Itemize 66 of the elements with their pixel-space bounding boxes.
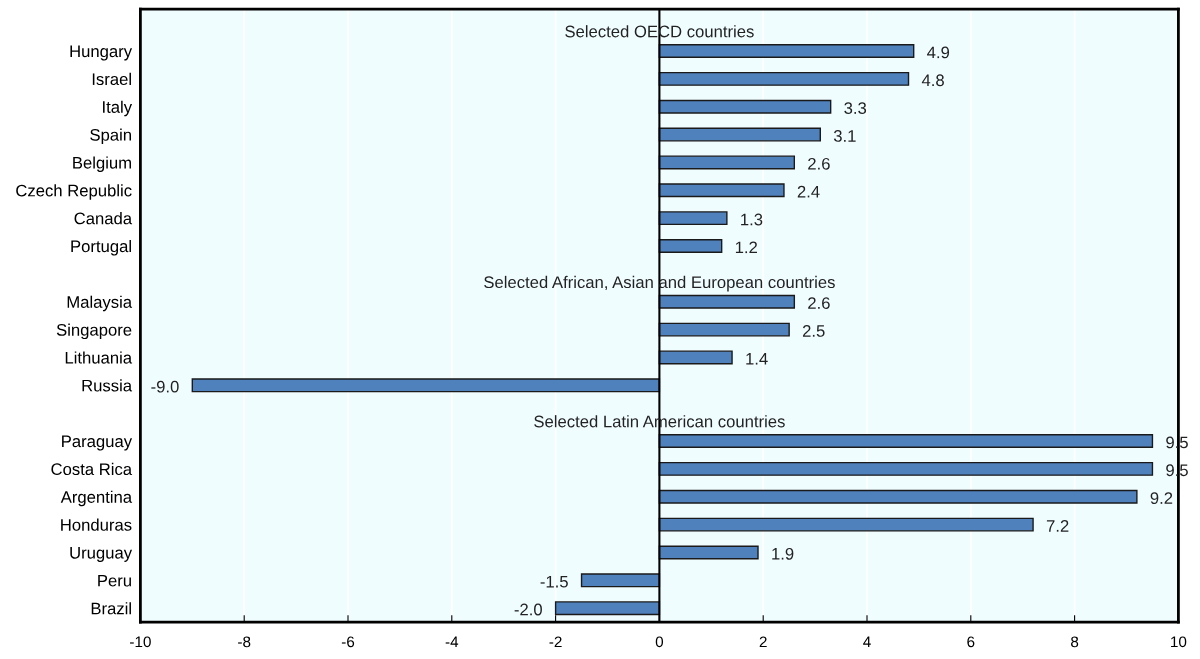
x-tick-label: -8 [238,636,251,648]
bar [658,461,1154,476]
bar [658,71,910,86]
x-tick-label: -2 [549,636,562,648]
y-tick-label: Italy [103,100,133,117]
data-label: 9.2 [1150,492,1173,504]
y-tick-label: Czech Republic [16,184,132,200]
y-tick-label: Paraguay [62,435,133,451]
bar [658,489,1138,504]
data-label: 7.2 [1046,520,1069,532]
data-label: 2.5 [802,325,825,337]
y-tick-label: Brazil [91,602,131,615]
bar [191,378,661,393]
data-label: 1.3 [741,213,763,226]
y-tick-label: Canada [74,212,133,225]
bar [580,573,661,588]
y-tick-label: Belgium [73,156,131,172]
x-tick-label: 4 [863,636,871,648]
bar [658,294,796,309]
x-tick-label: -6 [341,636,355,648]
data-label: 3.1 [833,130,856,142]
bar [658,183,785,198]
y-tick-label: Peru [98,574,131,587]
data-label: 3.3 [844,102,867,114]
data-label: -2.0 [514,603,542,616]
bar [658,127,821,142]
x-tick-label: 10 [1171,636,1187,648]
x-tick-label: 2 [759,636,767,648]
data-label: 1.2 [735,241,757,254]
data-label: -1.5 [540,575,568,588]
y-tick-label: Lithuania [65,351,133,364]
bar [658,350,733,365]
y-tick-label: Singapore [56,323,132,340]
data-label: 4.8 [921,74,944,87]
bar [658,239,723,253]
bar [554,601,661,616]
y-tick-label: Israel [92,72,131,86]
y-tick-label: Honduras [61,518,132,531]
data-label: -9.0 [151,380,179,393]
bar [658,44,915,58]
data-label: 1.9 [772,547,794,560]
y-tick-label: Argentina [60,490,133,507]
data-label: 1.4 [746,353,768,365]
bar [658,545,759,560]
data-label: 4.9 [927,46,950,59]
bar [658,517,1034,532]
data-label: 2.6 [808,157,830,170]
data-label: 2.4 [797,185,820,198]
y-tick-label: Hungary [70,45,133,61]
x-tick-label: 6 [967,636,975,648]
bar [658,99,832,114]
bar [658,155,796,170]
data-label: 2.6 [808,297,830,309]
x-tick-label: -10 [130,636,151,648]
x-tick-label: 0 [655,636,664,648]
x-tick-label: -4 [445,636,459,648]
x-tick-label: 8 [1071,636,1079,648]
bar [658,434,1154,448]
bar [658,322,790,337]
y-tick-label: Portugal [71,239,131,256]
bar [658,211,728,226]
y-tick-label: Costa Rica [51,462,133,476]
y-tick-label: Uruguay [70,547,133,562]
y-tick-label: Malaysia [67,295,133,312]
y-tick-label: Spain [90,128,131,145]
y-tick-label: Russia [82,379,133,392]
